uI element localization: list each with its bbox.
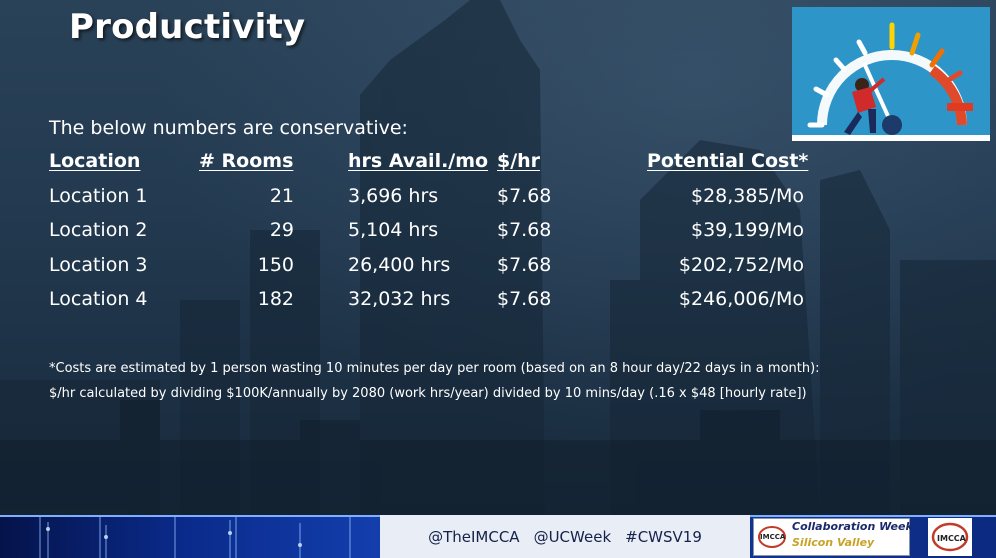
cell-location: Location 1 bbox=[49, 184, 148, 207]
header-rooms: # Rooms bbox=[199, 150, 294, 172]
header-rate: $/hr bbox=[497, 150, 541, 172]
footnote-line: *Costs are estimated by 1 person wasting… bbox=[49, 361, 820, 376]
cost-table: Location # Rooms hrs Avail./mo $/hr Pote… bbox=[49, 150, 809, 323]
handle-ucweek: @UCWeek bbox=[533, 527, 612, 546]
table-row: Location 2 29 5,104 hrs $7.68 $39,199/Mo bbox=[49, 219, 809, 254]
cell-rooms: 150 bbox=[257, 253, 294, 276]
header-location: Location bbox=[49, 150, 141, 172]
social-handles: @TheIMCCA @UCWeek #CWSV19 bbox=[380, 515, 750, 558]
cell-rooms: 21 bbox=[269, 184, 294, 207]
footnote: *Costs are estimated by 1 person wasting… bbox=[49, 356, 820, 406]
event-logo-mark: IMCCA bbox=[760, 533, 786, 541]
skyline-silhouette bbox=[0, 400, 996, 515]
cell-rooms: 29 bbox=[269, 219, 294, 241]
cell-hours: 3,696 hrs bbox=[348, 184, 439, 207]
imcca-logo: IMCCA bbox=[928, 518, 972, 556]
footnote-line: $/hr calculated by dividing $100K/annual… bbox=[49, 386, 807, 401]
event-logo-line1: Collaboration Week bbox=[792, 520, 913, 533]
imcca-ring-icon bbox=[931, 522, 969, 552]
cell-cost: $246,006/Mo bbox=[678, 288, 804, 310]
cell-cost: $39,199/Mo bbox=[691, 219, 804, 241]
cell-rate: $7.68 bbox=[497, 288, 552, 310]
cell-location: Location 3 bbox=[49, 253, 148, 276]
cell-rate: $7.68 bbox=[497, 219, 552, 241]
table-header-row: Location # Rooms hrs Avail./mo $/hr Pote… bbox=[49, 150, 809, 185]
cell-location: Location 4 bbox=[49, 288, 148, 310]
imcca-logo-text: IMCCA bbox=[937, 534, 966, 543]
speedometer-push-icon bbox=[792, 7, 990, 141]
cell-rate: $7.68 bbox=[497, 253, 552, 276]
footer-circuit-graphic bbox=[39, 517, 351, 558]
cell-hours: 26,400 hrs bbox=[348, 253, 451, 276]
cell-rate: $7.68 bbox=[497, 184, 552, 207]
header-cost: Potential Cost* bbox=[647, 150, 809, 172]
table-row: Location 3 150 26,400 hrs $7.68 $202,752… bbox=[49, 254, 809, 289]
imcca-mark-icon bbox=[758, 526, 786, 548]
header-hours: hrs Avail./mo bbox=[348, 150, 489, 172]
cell-cost: $202,752/Mo bbox=[678, 253, 804, 276]
table-row: Location 4 182 32,032 hrs $7.68 $246,006… bbox=[49, 288, 809, 323]
cell-hours: 5,104 hrs bbox=[348, 219, 439, 241]
intro-text: The below numbers are conservative: bbox=[49, 117, 408, 139]
slide-title: Productivity bbox=[69, 7, 306, 47]
hashtag-cwsv19: #CWSV19 bbox=[625, 527, 702, 546]
event-logo-line2: Silicon Valley bbox=[792, 536, 875, 549]
cell-hours: 32,032 hrs bbox=[348, 288, 451, 310]
handle-imcca: @TheIMCCA bbox=[428, 527, 520, 546]
table-row: Location 1 21 3,696 hrs $7.68 $28,385/Mo bbox=[49, 185, 809, 220]
cell-rooms: 182 bbox=[257, 288, 294, 310]
cell-location: Location 2 bbox=[49, 219, 148, 241]
cell-cost: $28,385/Mo bbox=[691, 184, 804, 207]
collaboration-week-logo: IMCCA Collaboration Week Silicon Valley bbox=[753, 518, 913, 556]
